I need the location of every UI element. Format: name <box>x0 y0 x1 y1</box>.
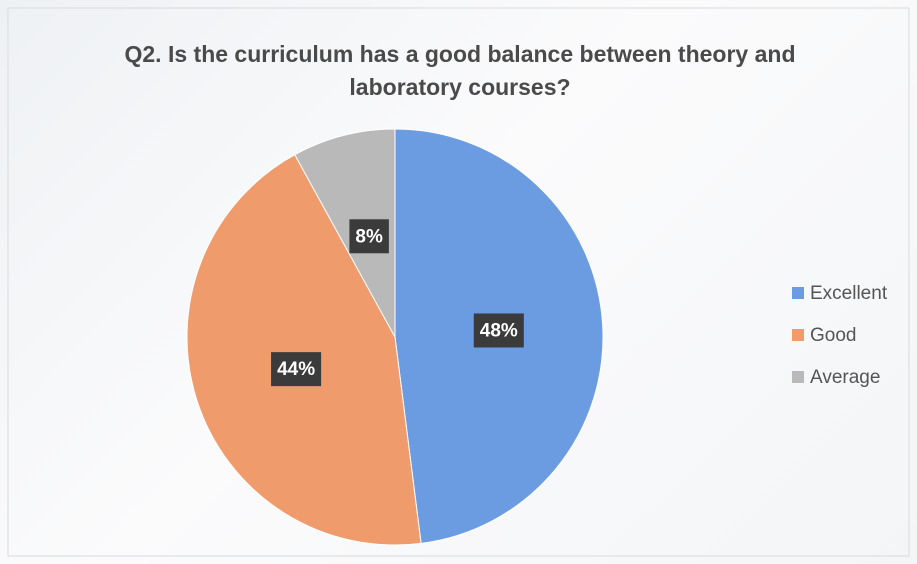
chart-border <box>7 7 910 557</box>
pie-slice <box>294 128 396 338</box>
value-label-box <box>349 219 389 254</box>
pie-slice <box>186 154 422 546</box>
legend-swatch <box>792 287 804 299</box>
chart-title: Q2. Is the curriculum has a good balance… <box>124 41 796 100</box>
legend-swatch <box>792 329 804 341</box>
value-label: 48% <box>480 320 518 341</box>
legend-label: Good <box>810 325 856 346</box>
value-label-box <box>473 313 524 348</box>
legend-label: Excellent <box>810 283 888 304</box>
value-label: 8% <box>355 226 383 247</box>
value-label: 44% <box>277 359 315 380</box>
value-label-box <box>271 352 322 387</box>
legend-label: Average <box>810 367 880 388</box>
legend-swatch <box>792 371 804 383</box>
